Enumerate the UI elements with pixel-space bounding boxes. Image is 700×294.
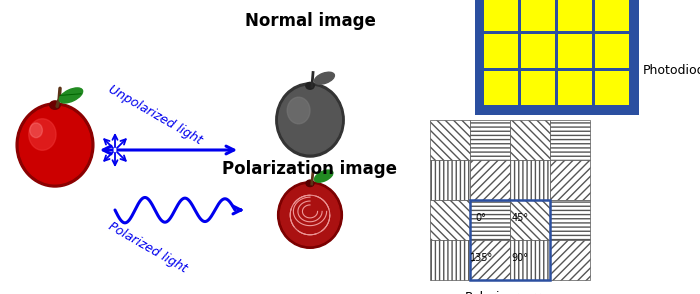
Text: Polarizer array: Polarizer array xyxy=(465,291,555,294)
Text: 90°: 90° xyxy=(512,253,528,263)
Bar xyxy=(510,120,550,160)
Bar xyxy=(430,120,470,160)
Bar xyxy=(470,240,510,280)
Text: 0°: 0° xyxy=(476,213,486,223)
Bar xyxy=(550,200,589,240)
Bar xyxy=(430,240,470,280)
Ellipse shape xyxy=(29,119,56,150)
Text: Normal image: Normal image xyxy=(244,12,375,30)
Text: 135°: 135° xyxy=(470,253,493,263)
Bar xyxy=(510,200,550,240)
Text: 45°: 45° xyxy=(512,213,528,223)
Ellipse shape xyxy=(278,182,342,248)
Text: Polarized light: Polarized light xyxy=(106,220,190,276)
Ellipse shape xyxy=(20,106,91,184)
Bar xyxy=(484,0,518,31)
Bar xyxy=(470,200,550,280)
Bar xyxy=(470,160,510,200)
Text: Polarization image: Polarization image xyxy=(223,160,398,178)
Bar xyxy=(558,71,592,105)
Bar xyxy=(470,200,510,240)
Ellipse shape xyxy=(276,83,344,157)
Bar xyxy=(430,200,470,240)
Ellipse shape xyxy=(50,101,60,109)
Bar xyxy=(470,120,510,160)
Text: Unpolarized light: Unpolarized light xyxy=(106,83,204,147)
Ellipse shape xyxy=(60,88,83,103)
Ellipse shape xyxy=(306,180,314,187)
Bar xyxy=(484,34,518,68)
Bar xyxy=(550,160,589,200)
Bar xyxy=(521,0,555,31)
Bar xyxy=(510,240,550,280)
Bar xyxy=(558,0,592,31)
Bar xyxy=(595,34,629,68)
Ellipse shape xyxy=(16,103,94,187)
Bar xyxy=(430,160,470,200)
Bar xyxy=(521,71,555,105)
Bar xyxy=(510,160,550,200)
Text: Photodiode: Photodiode xyxy=(643,64,700,77)
Ellipse shape xyxy=(280,184,340,245)
Ellipse shape xyxy=(314,170,333,182)
Bar xyxy=(595,0,629,31)
Bar xyxy=(475,0,639,115)
Bar xyxy=(550,240,589,280)
Ellipse shape xyxy=(287,97,310,124)
Ellipse shape xyxy=(279,86,342,154)
Bar xyxy=(521,34,555,68)
Bar xyxy=(484,71,518,105)
Bar xyxy=(558,34,592,68)
Ellipse shape xyxy=(30,123,43,138)
Ellipse shape xyxy=(306,82,314,89)
Bar xyxy=(595,71,629,105)
Ellipse shape xyxy=(314,72,335,84)
Bar xyxy=(550,120,589,160)
